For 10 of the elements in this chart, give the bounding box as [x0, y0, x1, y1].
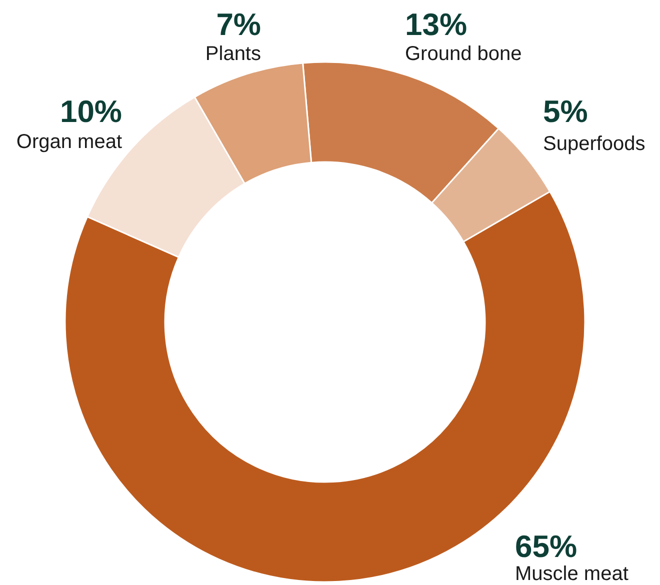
data-label: 65% — [515, 529, 578, 564]
data-label: 5% — [543, 94, 588, 129]
slice-label: Ground bone — [405, 43, 522, 65]
data-label: 7% — [216, 7, 261, 42]
slice-label: Muscle meat — [515, 563, 629, 585]
data-label: 13% — [405, 7, 468, 42]
slice-label: Organ meat — [16, 131, 122, 153]
slice-label: Superfoods — [543, 133, 646, 155]
slice-label: Plants — [205, 43, 261, 65]
data-label: 10% — [60, 94, 122, 129]
